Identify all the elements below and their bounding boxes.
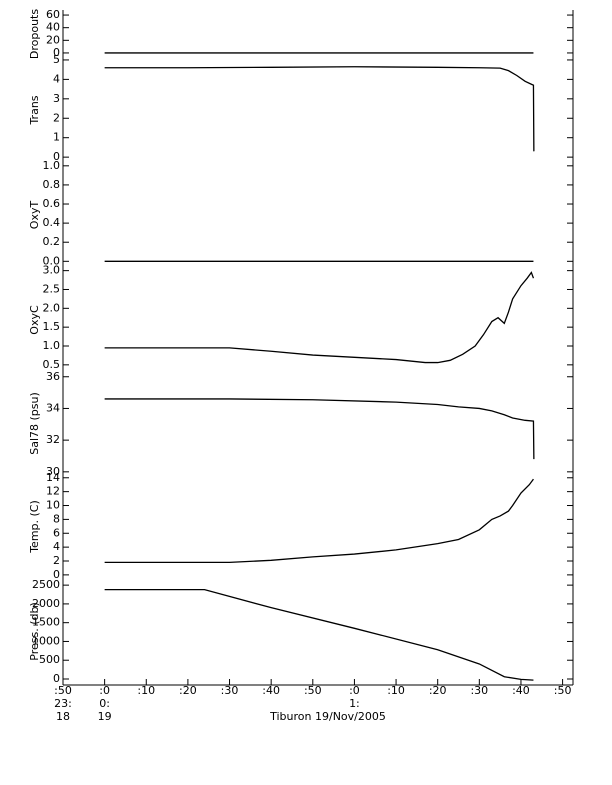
- y-tick-label: 12: [46, 485, 60, 498]
- x-day-label: 19: [98, 710, 112, 723]
- x-tick-label: :10: [387, 684, 405, 697]
- y-tick-label: 0: [53, 46, 60, 59]
- y-tick-label: 14: [46, 471, 60, 484]
- y-axis-title: Dropouts: [28, 9, 41, 59]
- y-axis-title: Temp. (C): [28, 500, 41, 554]
- y-tick-label: 32: [46, 433, 60, 446]
- y-tick-label: 8: [53, 512, 60, 525]
- data-line: [104, 398, 535, 460]
- x-axis-title: Tiburon 19/Nov/2005: [269, 710, 386, 723]
- y-axis-title: Press. (db): [28, 602, 41, 661]
- x-hour-label: 1:: [349, 697, 360, 710]
- y-tick-label: 0.5: [43, 358, 61, 371]
- x-day-label: 18: [56, 710, 70, 723]
- y-tick-label: 4: [53, 72, 60, 85]
- y-tick-label: 2.0: [43, 301, 61, 314]
- y-tick-label: 3: [53, 92, 60, 105]
- y-tick-label: 2: [53, 554, 60, 567]
- y-tick-label: 1.0: [43, 159, 61, 172]
- y-tick-label: 3.0: [43, 264, 61, 277]
- y-axis-title: OxyC: [28, 305, 41, 335]
- y-tick-label: 2500: [32, 578, 60, 591]
- y-tick-label: 6: [53, 526, 60, 539]
- data-line: [104, 66, 535, 152]
- y-tick-label: 40: [46, 21, 60, 34]
- x-tick-label: :30: [221, 684, 239, 697]
- y-tick-label: 0.8: [43, 178, 61, 191]
- y-tick-label: 500: [39, 653, 60, 666]
- y-tick-label: 0: [53, 568, 60, 581]
- y-tick-label: 0.2: [43, 235, 61, 248]
- y-tick-label: 1.0: [43, 339, 61, 352]
- x-tick-label: :20: [429, 684, 447, 697]
- data-line: [104, 271, 535, 364]
- y-tick-label: 0: [53, 150, 60, 163]
- x-tick-label: :30: [470, 684, 488, 697]
- y-tick-label: 0.0: [43, 254, 61, 267]
- x-tick-label: :40: [512, 684, 530, 697]
- y-tick-label: 4: [53, 540, 60, 553]
- y-axis-title: Trans: [28, 95, 41, 125]
- y-tick-label: 1.5: [43, 320, 61, 333]
- x-hour-label: 0:: [99, 697, 110, 710]
- x-tick-label: :10: [137, 684, 155, 697]
- y-tick-label: 2.5: [43, 282, 61, 295]
- y-tick-label: 10: [46, 499, 60, 512]
- x-tick-label: :50: [554, 684, 572, 697]
- y-tick-label: 0.4: [43, 216, 61, 229]
- y-tick-label: 2000: [32, 597, 60, 610]
- y-tick-label: 1500: [32, 616, 60, 629]
- y-tick-label: 1000: [32, 634, 60, 647]
- x-tick-label: :50: [54, 684, 72, 697]
- x-tick-label: :40: [262, 684, 280, 697]
- y-axis-title: Sal78 (psu): [28, 392, 41, 455]
- y-tick-label: 60: [46, 8, 60, 21]
- y-tick-label: 0: [53, 672, 60, 685]
- x-tick-label: :0: [349, 684, 360, 697]
- y-tick-label: 2: [53, 111, 60, 124]
- y-tick-label: 36: [46, 370, 60, 383]
- x-hour-label: 23:: [54, 697, 72, 710]
- data-line: [104, 478, 534, 564]
- data-line: [104, 588, 534, 681]
- x-tick-label: :50: [304, 684, 322, 697]
- y-tick-label: 34: [46, 401, 60, 414]
- y-tick-label: 0.6: [43, 197, 61, 210]
- x-tick-label: :20: [179, 684, 197, 697]
- y-tick-label: 20: [46, 33, 60, 46]
- y-axis-title: OxyT: [28, 201, 41, 230]
- y-tick-label: 5: [53, 53, 60, 66]
- x-tick-label: :0: [99, 684, 110, 697]
- y-tick-label: 1: [53, 131, 60, 144]
- y-tick-label: 30: [46, 465, 60, 478]
